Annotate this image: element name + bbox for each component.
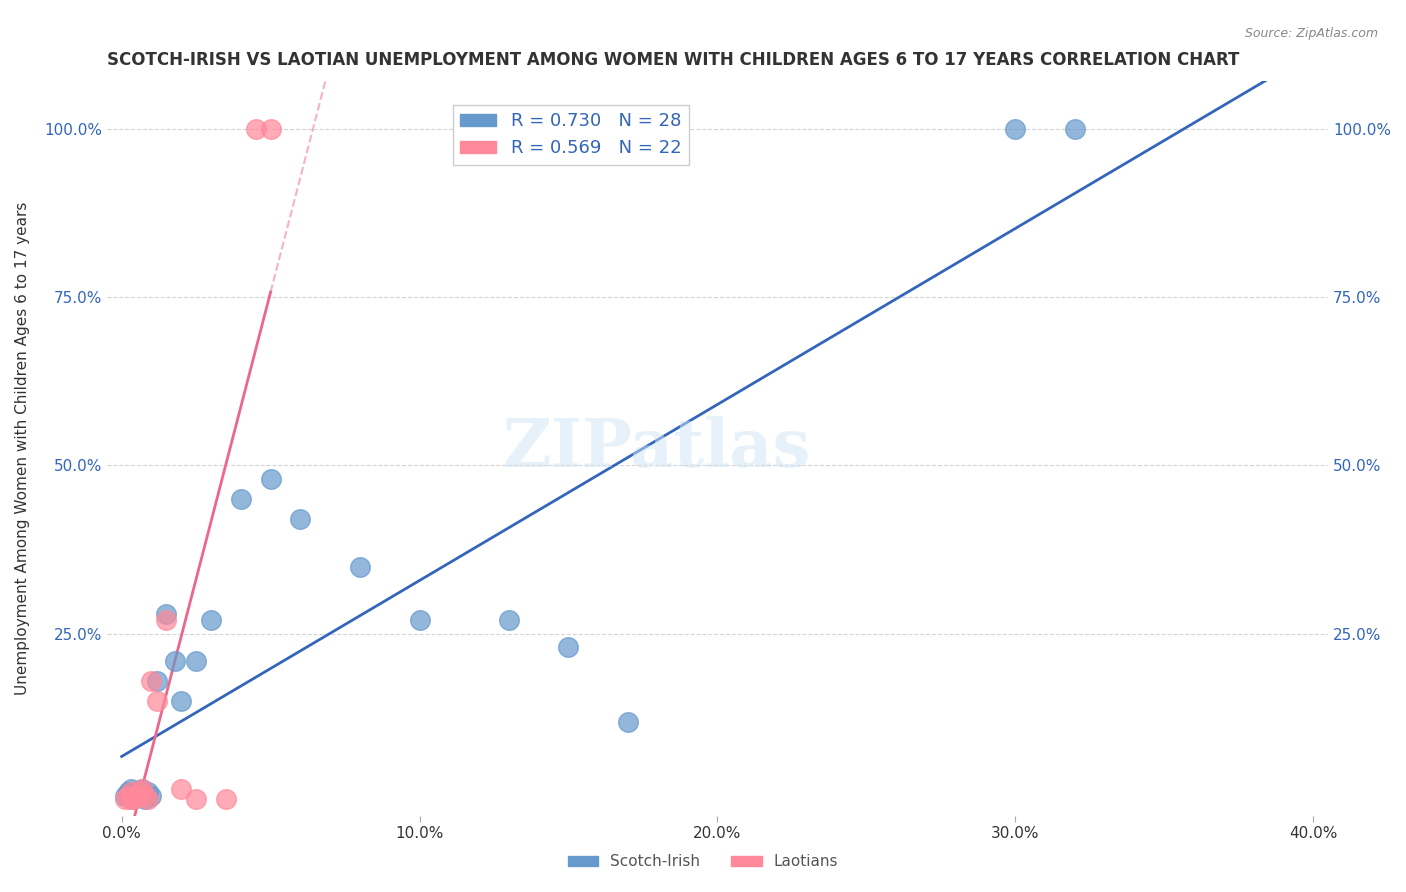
Scotch-Irish xyxy=(617,714,640,729)
Laotians xyxy=(141,674,163,689)
Scotch-Irish xyxy=(138,785,160,799)
Scotch-Irish xyxy=(120,792,142,806)
Scotch-Irish xyxy=(184,654,207,668)
Scotch-Irish xyxy=(155,607,177,621)
Laotians xyxy=(146,694,169,708)
Scotch-Irish xyxy=(1004,121,1026,136)
Laotians xyxy=(245,121,267,136)
Text: Source: ZipAtlas.com: Source: ZipAtlas.com xyxy=(1244,27,1378,40)
Laotians xyxy=(120,785,142,799)
Scotch-Irish xyxy=(165,654,187,668)
Laotians xyxy=(122,792,145,806)
Scotch-Irish xyxy=(170,694,193,708)
Scotch-Irish xyxy=(134,792,156,806)
Scotch-Irish xyxy=(290,512,312,526)
Scotch-Irish xyxy=(498,614,520,628)
Laotians xyxy=(131,781,153,796)
Scotch-Irish xyxy=(229,492,252,507)
Laotians xyxy=(170,781,193,796)
Text: ZIPatlas: ZIPatlas xyxy=(502,417,810,481)
Scotch-Irish xyxy=(117,789,139,803)
Scotch-Irish xyxy=(114,789,136,803)
Scotch-Irish xyxy=(1064,121,1087,136)
Laotians xyxy=(120,792,142,806)
Legend: Scotch-Irish, Laotians: Scotch-Irish, Laotians xyxy=(561,848,845,875)
Laotians xyxy=(128,785,150,799)
Scotch-Irish xyxy=(131,781,153,796)
Scotch-Irish xyxy=(122,789,145,803)
Laotians xyxy=(155,614,177,628)
Scotch-Irish xyxy=(349,559,371,574)
Y-axis label: Unemployment Among Women with Children Ages 6 to 17 years: Unemployment Among Women with Children A… xyxy=(15,202,30,695)
Laotians xyxy=(134,789,156,803)
Laotians xyxy=(125,789,148,803)
Scotch-Irish xyxy=(557,640,579,655)
Scotch-Irish xyxy=(141,789,163,803)
Scotch-Irish xyxy=(259,472,281,486)
Scotch-Irish xyxy=(128,789,150,803)
Scotch-Irish xyxy=(200,614,222,628)
Laotians xyxy=(138,792,160,806)
Scotch-Irish xyxy=(408,614,430,628)
Laotians xyxy=(114,792,136,806)
Scotch-Irish xyxy=(146,674,169,689)
Scotch-Irish xyxy=(117,785,139,799)
Legend: R = 0.730   N = 28, R = 0.569   N = 22: R = 0.730 N = 28, R = 0.569 N = 22 xyxy=(453,105,689,164)
Laotians xyxy=(184,792,207,806)
Laotians xyxy=(259,121,281,136)
Laotians xyxy=(117,789,139,803)
Scotch-Irish xyxy=(125,785,148,799)
Scotch-Irish xyxy=(120,781,142,796)
Text: SCOTCH-IRISH VS LAOTIAN UNEMPLOYMENT AMONG WOMEN WITH CHILDREN AGES 6 TO 17 YEAR: SCOTCH-IRISH VS LAOTIAN UNEMPLOYMENT AMO… xyxy=(107,51,1239,69)
Laotians xyxy=(215,792,238,806)
